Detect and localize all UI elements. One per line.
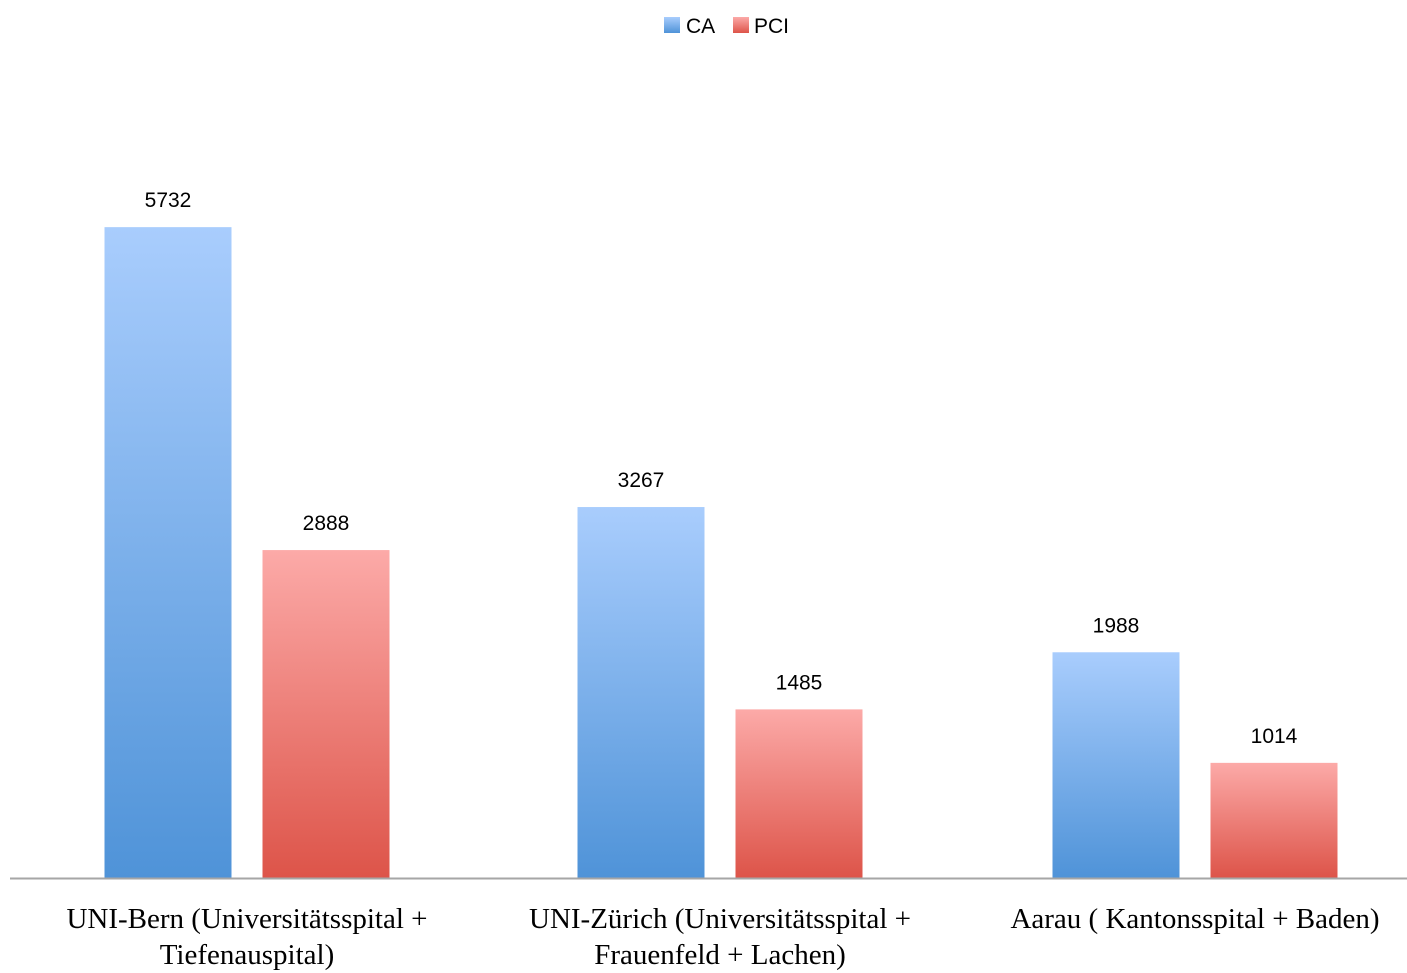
bar-pci-1 bbox=[735, 709, 863, 878]
data-label-pci-2: 1014 bbox=[1251, 725, 1298, 748]
category-labels: UNI-Bern (Universitätsspital + Tiefenausp… bbox=[66, 903, 1379, 971]
data-label-pci-1: 1485 bbox=[776, 671, 823, 694]
bar-ca-0 bbox=[104, 227, 232, 879]
category-label-1: UNI-Zürich (Universitätsspital + Frauenfe… bbox=[529, 903, 911, 971]
data-labels: 5732 2888 3267 1485 1988 1014 bbox=[145, 189, 1298, 748]
bar-ca-2 bbox=[1052, 652, 1180, 878]
data-label-pci-0: 2888 bbox=[303, 512, 350, 535]
bar-ca-1 bbox=[577, 507, 705, 878]
data-label-ca-2: 1988 bbox=[1093, 614, 1140, 637]
data-label-ca-0: 5732 bbox=[145, 189, 192, 212]
bar-pci-0 bbox=[262, 550, 390, 878]
legend-label-pci: PCI bbox=[754, 15, 789, 38]
category-label-0: UNI-Bern (Universitätsspital + Tiefenausp… bbox=[66, 903, 427, 971]
legend: CA PCI bbox=[664, 15, 789, 38]
legend-swatch-pci bbox=[733, 17, 749, 33]
data-label-ca-1: 3267 bbox=[618, 469, 665, 492]
bars bbox=[104, 227, 1338, 879]
legend-label-ca: CA bbox=[686, 15, 715, 38]
legend-swatch-ca bbox=[664, 17, 680, 33]
bar-pci-2 bbox=[1210, 762, 1338, 878]
category-label-2: Aarau ( Kantonsspital + Baden) bbox=[1010, 903, 1379, 935]
